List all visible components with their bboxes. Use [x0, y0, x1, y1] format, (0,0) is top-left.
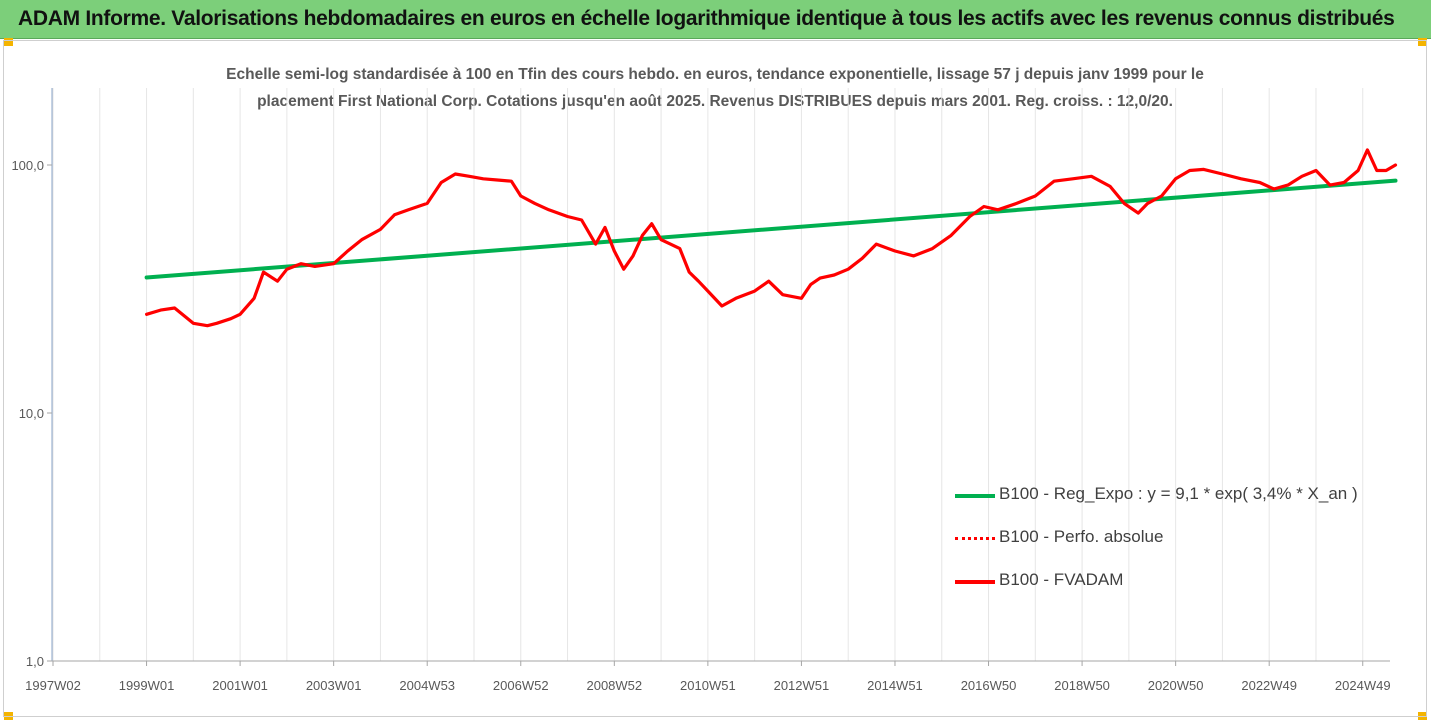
legend-item-fvadam: B100 - FVADAM	[955, 570, 1395, 594]
series-line-fvadam	[145, 148, 1398, 328]
legend-swatch-perfo-absolue	[955, 537, 995, 540]
x-tick-label: 2022W49	[1241, 678, 1297, 693]
report-header-bar: ADAM Informe. Valorisations hebdomadaire…	[0, 0, 1431, 39]
chart-legend: B100 - Reg_Expo : y = 9,1 * exp( 3,4% * …	[955, 480, 1395, 600]
x-tick-label: 2020W50	[1148, 678, 1204, 693]
x-tick-label: 2024W49	[1335, 678, 1391, 693]
x-tick-label: 2018W50	[1054, 678, 1110, 693]
x-tick-label: 1999W01	[119, 678, 175, 693]
legend-item-perfo-absolue: B100 - Perfo. absolue	[955, 527, 1395, 551]
corner-marker-top-left	[4, 38, 13, 46]
legend-item-regression: B100 - Reg_Expo : y = 9,1 * exp( 3,4% * …	[955, 484, 1395, 508]
chart-subtitle-line-2: placement First National Corp. Cotations…	[257, 93, 1173, 110]
legend-label-fvadam: B100 - FVADAM	[999, 570, 1124, 589]
x-tick-label: 2006W52	[493, 678, 549, 693]
legend-label-regression: B100 - Reg_Expo : y = 9,1 * exp( 3,4% * …	[999, 484, 1358, 503]
x-tick-label: 1997W02	[25, 678, 81, 693]
x-tick-label: 2001W01	[212, 678, 268, 693]
x-tick-label: 2014W51	[867, 678, 923, 693]
x-tick-label: 2003W01	[306, 678, 362, 693]
corner-marker-top-right	[1418, 38, 1427, 46]
x-tick-label: 2012W51	[774, 678, 830, 693]
y-tick-label: 1,0	[26, 654, 44, 669]
x-tick-label: 2008W52	[586, 678, 642, 693]
x-tick-label: 2010W51	[680, 678, 736, 693]
legend-label-perfo-absolue: B100 - Perfo. absolue	[999, 527, 1164, 546]
x-tick-label: 2004W53	[399, 678, 455, 693]
chart-subtitle-line-1: Echelle semi-log standardisée à 100 en T…	[226, 66, 1204, 83]
legend-swatch-regression	[955, 494, 995, 498]
legend-swatch-fvadam	[955, 580, 995, 584]
x-tick-label: 2016W50	[961, 678, 1017, 693]
y-tick-label: 100,0	[11, 158, 44, 173]
report-title: ADAM Informe. Valorisations hebdomadaire…	[18, 7, 1395, 30]
chart-frame	[3, 40, 1427, 717]
y-tick-label: 10,0	[19, 406, 44, 421]
series-line-regression	[144, 178, 1398, 280]
